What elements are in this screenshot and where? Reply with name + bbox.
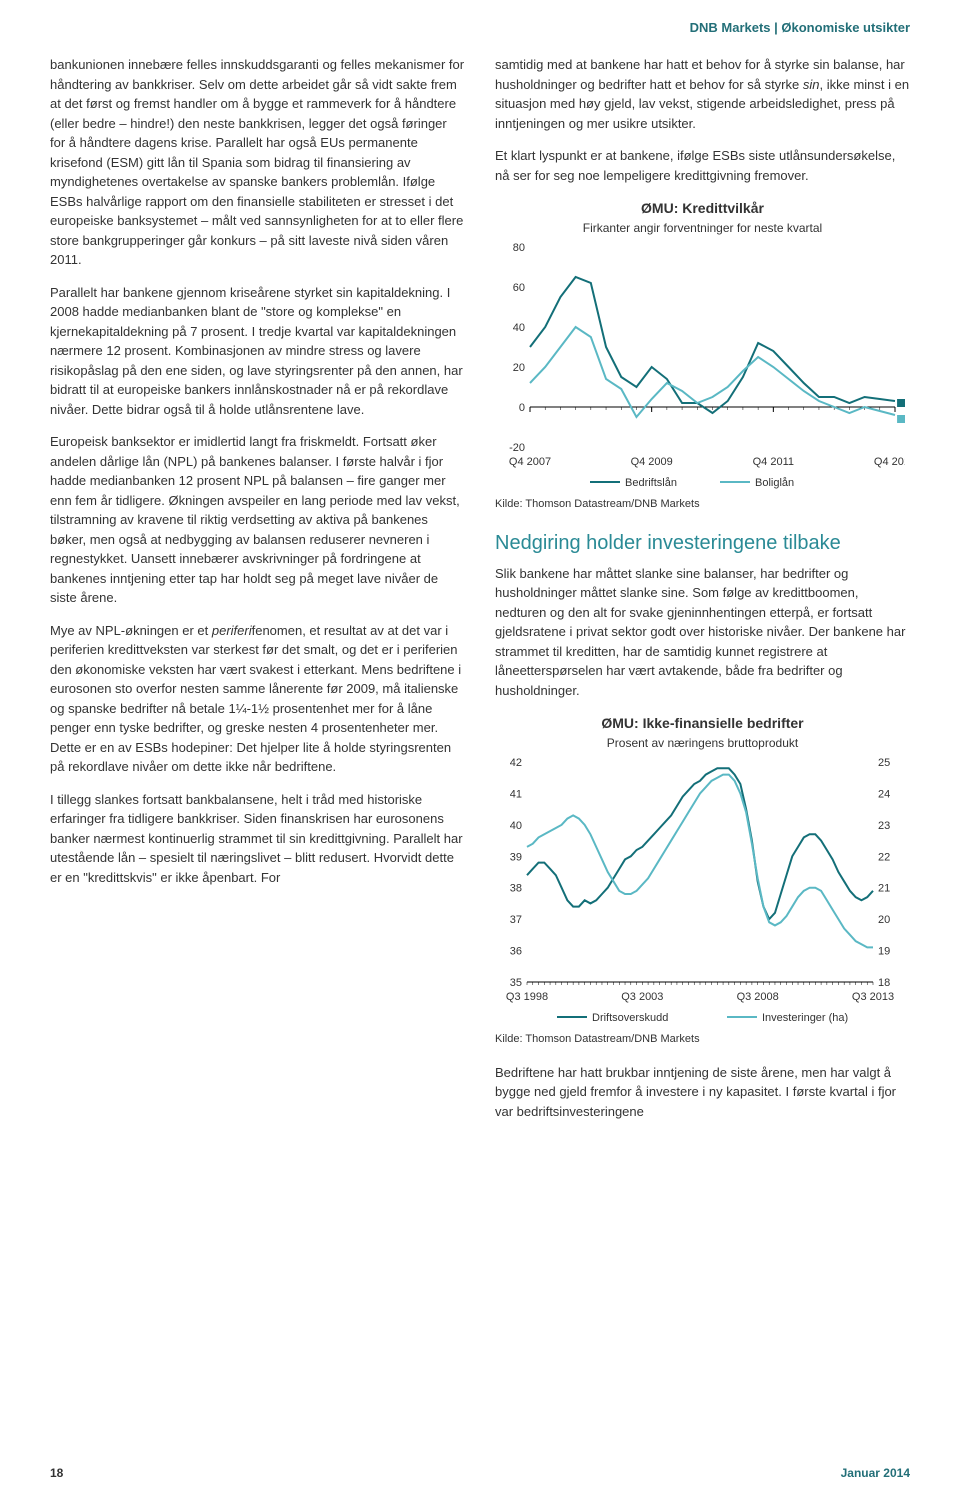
left-column: bankunionen innebære felles innskuddsgar… xyxy=(50,55,465,1134)
svg-text:21: 21 xyxy=(878,883,890,895)
svg-text:-20: -20 xyxy=(509,442,525,454)
svg-text:Q3 2008: Q3 2008 xyxy=(737,991,779,1003)
svg-text:Q4 2009: Q4 2009 xyxy=(631,456,673,468)
svg-text:80: 80 xyxy=(513,242,525,254)
content-area: bankunionen innebære felles innskuddsgar… xyxy=(0,35,960,1134)
svg-text:39: 39 xyxy=(510,851,522,863)
svg-text:Driftsoverskudd: Driftsoverskudd xyxy=(592,1012,668,1024)
chart-nonfinancial-firms: ØMU: Ikke-finansielle bedrifter Prosent … xyxy=(495,713,910,1048)
svg-text:Q3 2003: Q3 2003 xyxy=(621,991,663,1003)
svg-text:20: 20 xyxy=(513,362,525,374)
svg-text:40: 40 xyxy=(510,820,522,832)
svg-text:Q4 2013: Q4 2013 xyxy=(874,456,905,468)
svg-text:22: 22 xyxy=(878,851,890,863)
chart-credit-conditions: ØMU: Kredittvilkår Firkanter angir forve… xyxy=(495,198,910,513)
svg-text:19: 19 xyxy=(878,946,890,958)
chart-subtitle: Prosent av næringens bruttoprodukt xyxy=(495,734,910,752)
chart-svg: 35 36 37 38 39 40 41 42 18 19 20 21 22 23 24 25 Q3 1998 Q… xyxy=(495,757,905,1027)
chart-source: Kilde: Thomson Datastream/DNB Markets xyxy=(495,496,910,513)
para: I tillegg slankes fortsatt bankbalansene… xyxy=(50,790,465,888)
chart-svg: -20 0 20 40 60 80 Q4 2007 Q4 2009 Q4 2011 Q4 2013… xyxy=(495,242,905,492)
svg-text:36: 36 xyxy=(510,946,522,958)
svg-text:Q3 1998: Q3 1998 xyxy=(506,991,548,1003)
svg-text:35: 35 xyxy=(510,977,522,989)
svg-text:20: 20 xyxy=(878,914,890,926)
chart-title: ØMU: Ikke-finansielle bedrifter xyxy=(495,713,910,734)
para: Bedriftene har hatt brukbar inntjening d… xyxy=(495,1063,910,1122)
svg-text:40: 40 xyxy=(513,322,525,334)
svg-text:41: 41 xyxy=(510,788,522,800)
svg-text:42: 42 xyxy=(510,757,522,769)
para: Slik bankene har måttet slanke sine bala… xyxy=(495,564,910,701)
page-footer: 18 Januar 2014 xyxy=(50,1466,910,1480)
para: bankunionen innebære felles innskuddsgar… xyxy=(50,55,465,270)
svg-text:60: 60 xyxy=(513,282,525,294)
svg-text:Boliglån: Boliglån xyxy=(755,477,794,489)
chart-subtitle: Firkanter angir forventninger for neste … xyxy=(495,219,910,237)
para: Parallelt har bankene gjennom kriseårene… xyxy=(50,283,465,420)
svg-text:Q4 2007: Q4 2007 xyxy=(509,456,551,468)
para: Europeisk banksektor er imidlertid langt… xyxy=(50,432,465,608)
svg-text:37: 37 xyxy=(510,914,522,926)
svg-text:Investeringer (ha): Investeringer (ha) xyxy=(762,1012,848,1024)
svg-text:Bedriftslån: Bedriftslån xyxy=(625,477,677,489)
page-number: 18 xyxy=(50,1466,63,1480)
svg-text:24: 24 xyxy=(878,788,890,800)
page-header: DNB Markets | Økonomiske utsikter xyxy=(0,0,960,35)
svg-text:23: 23 xyxy=(878,820,890,832)
right-column: samtidig med at bankene har hatt et beho… xyxy=(495,55,910,1134)
svg-text:Q4 2011: Q4 2011 xyxy=(753,456,794,468)
para: Mye av NPL-økningen er et periferifenome… xyxy=(50,621,465,777)
footer-date: Januar 2014 xyxy=(841,1466,910,1480)
chart-source: Kilde: Thomson Datastream/DNB Markets xyxy=(495,1031,910,1048)
para: Et klart lyspunkt er at bankene, ifølge … xyxy=(495,146,910,185)
para: samtidig med at bankene har hatt et beho… xyxy=(495,55,910,133)
chart-title: ØMU: Kredittvilkår xyxy=(495,198,910,219)
svg-text:18: 18 xyxy=(878,977,890,989)
svg-text:0: 0 xyxy=(519,402,525,414)
svg-text:25: 25 xyxy=(878,757,890,769)
section-heading: Nedgiring holder investeringene tilbake xyxy=(495,528,910,558)
svg-text:Q3 2013: Q3 2013 xyxy=(852,991,894,1003)
svg-text:38: 38 xyxy=(510,883,522,895)
